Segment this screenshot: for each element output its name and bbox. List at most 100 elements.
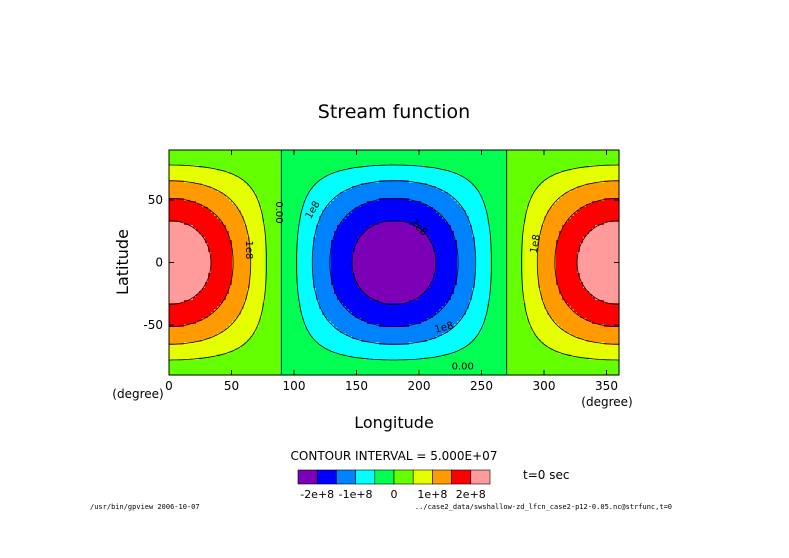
- contour-cell: [607, 207, 611, 211]
- contour-cell: [298, 198, 302, 202]
- contour-cell: [241, 189, 245, 193]
- contour-cell: [430, 186, 434, 190]
- contour-cell: [229, 186, 233, 190]
- contour-cell: [346, 168, 350, 172]
- contour-cell: [544, 210, 548, 214]
- contour-cell: [514, 159, 518, 163]
- contour-cell: [262, 168, 266, 172]
- contour-cell: [367, 195, 371, 199]
- contour-cell: [484, 189, 488, 193]
- contour-cell: [310, 183, 314, 187]
- contour-cell: [454, 177, 458, 181]
- contour-cell: [274, 198, 278, 202]
- contour-cell: [364, 198, 368, 202]
- contour-cell: [355, 177, 359, 181]
- contour-cell: [433, 186, 437, 190]
- contour-cell: [340, 186, 344, 190]
- contour-cell: [205, 150, 209, 154]
- contour-cell: [589, 177, 593, 181]
- contour-cell: [520, 162, 524, 166]
- contour-cell: [403, 180, 407, 184]
- contour-cell: [601, 192, 605, 196]
- contour-cell: [388, 198, 392, 202]
- contour-cell: [493, 153, 497, 157]
- contour-cell: [289, 195, 293, 199]
- contour-cell: [304, 204, 308, 208]
- contour-cell: [562, 156, 566, 160]
- contour-cell: [451, 210, 455, 214]
- contour-cell: [586, 156, 590, 160]
- contour-cell: [364, 195, 368, 199]
- contour-cell: [247, 159, 251, 163]
- contour-cell: [439, 186, 443, 190]
- contour-cell: [325, 210, 329, 214]
- contour-cell: [562, 180, 566, 184]
- contour-cell: [238, 183, 242, 187]
- contour-cell: [364, 192, 368, 196]
- contour-cell: [211, 165, 215, 169]
- contour-cell: [577, 177, 581, 181]
- contour-cell: [517, 165, 521, 169]
- contour-cell: [247, 150, 251, 154]
- contour-cell: [265, 162, 269, 166]
- contour-cell: [337, 165, 341, 169]
- contour-cell: [220, 180, 224, 184]
- contour-cell: [274, 156, 278, 160]
- contour-cell: [361, 210, 365, 214]
- contour-cell: [274, 195, 278, 199]
- contour-cell: [178, 195, 182, 199]
- contour-cell: [328, 174, 332, 178]
- contour-cell: [373, 183, 377, 187]
- contour-cell: [490, 180, 494, 184]
- contour-cell: [445, 150, 449, 154]
- contour-cell: [322, 165, 326, 169]
- contour-cell: [616, 177, 620, 181]
- contour-cell: [484, 204, 488, 208]
- contour-cell: [532, 180, 536, 184]
- contour-cell: [199, 153, 203, 157]
- contour-cell: [301, 162, 305, 166]
- contour-cell: [205, 186, 209, 190]
- contour-cell: [370, 171, 374, 175]
- contour-cell: [442, 186, 446, 190]
- contour-cell: [460, 150, 464, 154]
- contour-cell: [496, 162, 500, 166]
- contour-cell: [568, 171, 572, 175]
- contour-cell: [568, 195, 572, 199]
- contour-cell: [403, 210, 407, 214]
- contour-cell: [430, 201, 434, 205]
- contour-cell: [481, 180, 485, 184]
- contour-cell: [541, 207, 545, 211]
- contour-cell: [565, 171, 569, 175]
- contour-cell: [259, 153, 263, 157]
- contour-cell: [328, 210, 332, 214]
- contour-cell: [601, 177, 605, 181]
- contour-cell: [415, 186, 419, 190]
- contour-cell: [466, 204, 470, 208]
- contour-cell: [172, 210, 176, 214]
- contour-cell: [421, 156, 425, 160]
- contour-cell: [187, 153, 191, 157]
- contour-cell: [277, 192, 281, 196]
- contour-cell: [415, 168, 419, 172]
- contour-cell: [508, 174, 512, 178]
- contour-cell: [376, 177, 380, 181]
- contour-cell: [328, 186, 332, 190]
- contour-cell: [382, 201, 386, 205]
- contour-cell: [415, 201, 419, 205]
- contour-cell: [568, 183, 572, 187]
- contour-cell: [520, 207, 524, 211]
- contour-cell: [265, 210, 269, 214]
- contour-cell: [370, 168, 374, 172]
- contour-cell: [589, 186, 593, 190]
- contour-cell: [268, 156, 272, 160]
- contour-cell: [241, 168, 245, 172]
- contour-cell: [304, 180, 308, 184]
- contour-cell: [451, 153, 455, 157]
- contour-cell: [181, 192, 185, 196]
- contour-cell: [187, 159, 191, 163]
- contour-cell: [571, 165, 575, 169]
- contour-cell: [295, 156, 299, 160]
- contour-cell: [196, 150, 200, 154]
- contour-cell: [256, 159, 260, 163]
